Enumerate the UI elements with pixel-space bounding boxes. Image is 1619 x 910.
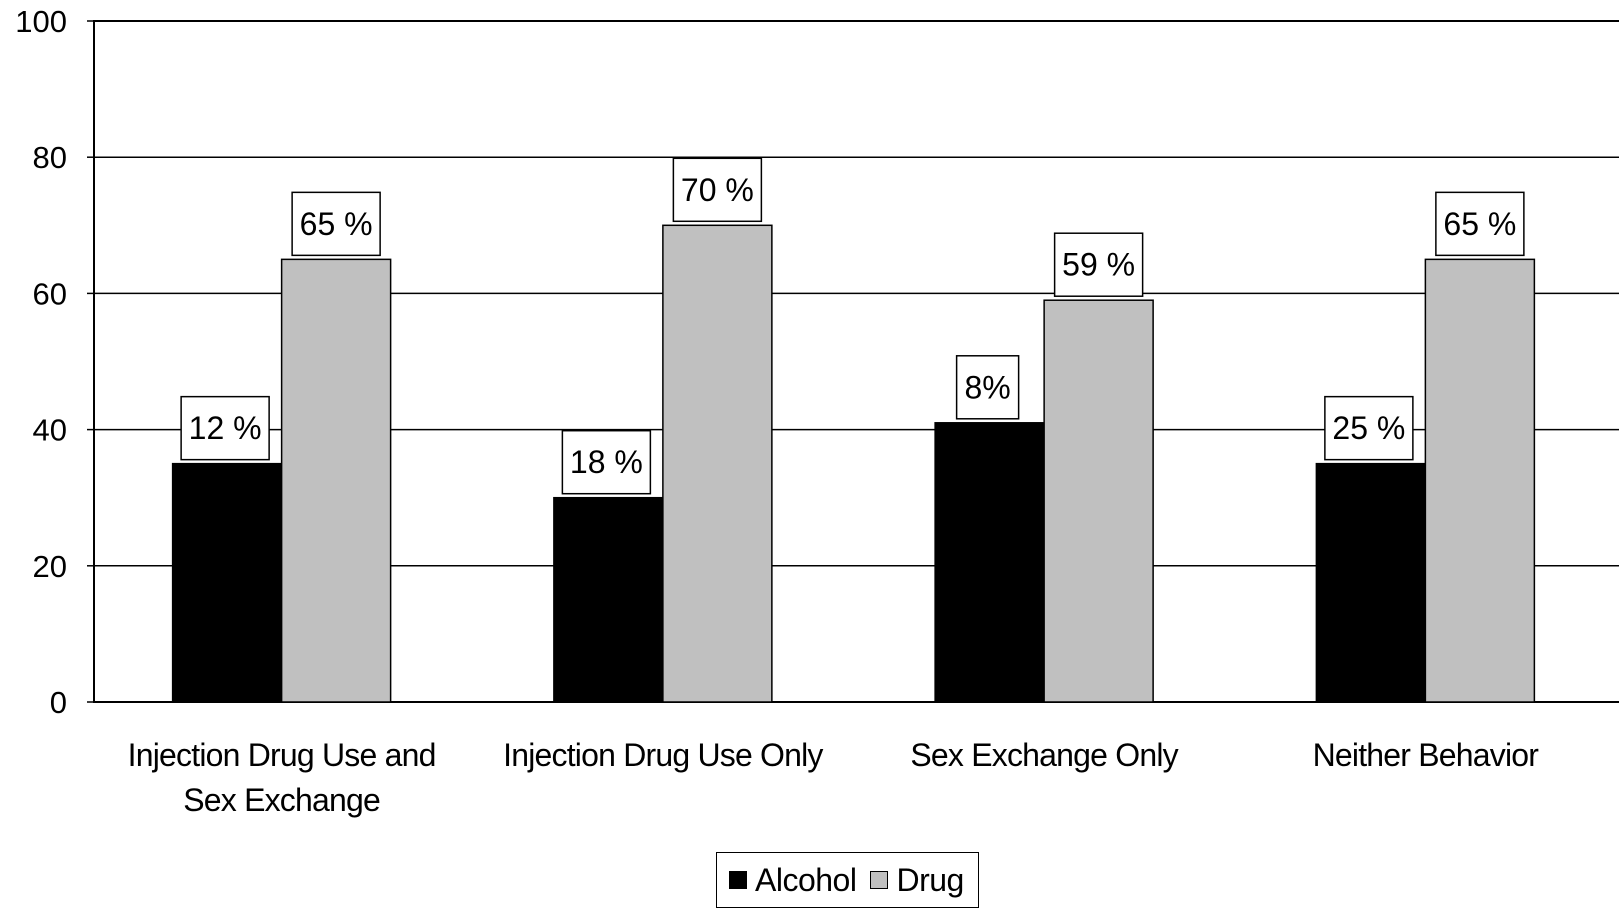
bar-alcohol <box>934 422 1045 703</box>
x-category-label: Injection Drug Use and <box>128 737 436 773</box>
bar-drug <box>1424 258 1536 703</box>
legend-label-alcohol: Alcohol <box>755 861 857 898</box>
y-tick-label: 40 <box>33 413 67 448</box>
data-label-box <box>672 157 763 223</box>
bar-drug <box>662 224 773 703</box>
y-tick-label: 0 <box>50 685 67 720</box>
y-tick-label: 20 <box>33 549 67 584</box>
data-label-box <box>955 355 1020 420</box>
x-category-label: Injection Drug Use Only <box>503 737 823 773</box>
x-category-label: Neither Behavior <box>1313 737 1540 773</box>
legend-item-alcohol: Alcohol <box>729 861 857 899</box>
legend-swatch-alcohol <box>729 871 747 889</box>
bar-alcohol <box>1315 462 1427 703</box>
data-label-box <box>291 191 381 257</box>
x-category-label: Sex Exchange <box>183 782 380 818</box>
data-label-box <box>1053 232 1144 297</box>
y-tick-label: 60 <box>33 276 67 311</box>
data-label-box <box>1435 191 1525 257</box>
data-label: 65 % <box>1443 206 1516 242</box>
data-label: 25 % <box>1332 410 1405 446</box>
data-label: 65 % <box>300 206 373 242</box>
data-label: 59 % <box>1062 247 1135 283</box>
y-tick-label: 100 <box>15 4 67 39</box>
data-label: 8% <box>965 369 1011 405</box>
legend: Alcohol Drug <box>716 852 979 908</box>
data-label-box <box>180 395 270 461</box>
bar-drug <box>1043 299 1154 703</box>
data-label: 12 % <box>189 410 262 446</box>
data-label: 18 % <box>570 444 643 480</box>
data-label-box <box>561 429 652 495</box>
bar-drug <box>280 258 392 703</box>
legend-item-drug: Drug <box>870 861 964 899</box>
bar-alcohol <box>553 496 664 703</box>
legend-swatch-drug <box>870 871 889 889</box>
y-tick-label: 80 <box>33 140 67 175</box>
bar-alcohol <box>171 462 283 703</box>
x-category-label: Sex Exchange Only <box>910 737 1178 773</box>
data-label-box <box>1324 395 1414 461</box>
data-label: 70 % <box>681 172 754 208</box>
legend-label-drug: Drug <box>896 861 964 898</box>
